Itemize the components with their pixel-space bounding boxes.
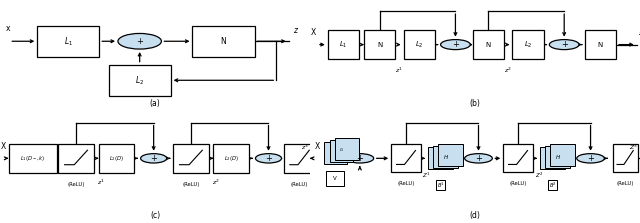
Text: (a): (a) [150, 99, 161, 108]
Bar [512, 30, 543, 59]
Text: N: N [486, 42, 491, 47]
Text: (b): (b) [470, 99, 481, 108]
Text: $z^3$: $z^3$ [301, 142, 309, 152]
Text: $L_2$: $L_2$ [135, 74, 144, 87]
Text: $Z^3$: $Z^3$ [629, 142, 638, 152]
Text: z: z [293, 26, 297, 35]
Bar [173, 144, 209, 173]
Text: x: x [6, 25, 10, 33]
Bar [8, 144, 57, 173]
Text: $z^1$: $z^1$ [97, 177, 105, 187]
Text: +: + [452, 40, 459, 49]
Text: $L_2$: $L_2$ [524, 39, 532, 50]
Bar [473, 30, 504, 59]
Text: (ReLU): (ReLU) [509, 181, 527, 186]
Text: $H$: $H$ [442, 153, 449, 161]
Bar [109, 65, 171, 96]
Bar [403, 30, 435, 59]
Bar [213, 144, 249, 173]
Text: $L_2(D)$: $L_2(D)$ [109, 154, 124, 163]
Text: $z^2$: $z^2$ [212, 177, 220, 187]
Text: +: + [475, 154, 482, 163]
Text: $L_1$: $L_1$ [339, 39, 348, 50]
Text: +: + [265, 154, 272, 163]
Text: X: X [1, 142, 6, 151]
Text: $^G$: $^G$ [339, 148, 344, 153]
Text: +: + [150, 154, 157, 163]
Bar [335, 138, 358, 160]
Text: (ReLU): (ReLU) [616, 181, 634, 186]
Bar [545, 145, 570, 168]
Text: +: + [561, 40, 568, 49]
Text: +: + [136, 37, 143, 46]
Bar [391, 145, 421, 172]
Circle shape [346, 154, 374, 163]
Text: V: V [333, 176, 337, 181]
Text: $B^1$: $B^1$ [436, 181, 445, 190]
Text: (c): (c) [150, 211, 160, 220]
Circle shape [465, 154, 492, 163]
Bar [193, 26, 255, 57]
Circle shape [255, 154, 282, 163]
Text: $H$: $H$ [555, 153, 561, 161]
Bar [585, 30, 616, 59]
Text: $L_2$: $L_2$ [415, 39, 424, 50]
Bar [364, 30, 396, 59]
Text: $L_1$: $L_1$ [64, 35, 73, 47]
Bar [438, 144, 463, 166]
Bar [37, 26, 99, 57]
Bar [433, 145, 458, 168]
Text: N: N [221, 37, 227, 46]
Circle shape [549, 40, 579, 50]
Text: N: N [377, 42, 382, 47]
Bar [330, 140, 353, 162]
Text: $z^2$: $z^2$ [504, 66, 512, 75]
Text: $z^1$: $z^1$ [396, 66, 403, 75]
Text: (ReLU): (ReLU) [291, 182, 308, 187]
Bar [326, 171, 344, 186]
Text: +: + [587, 154, 594, 163]
Text: $L_2(D)$: $L_2(D)$ [224, 154, 239, 163]
Bar [612, 145, 638, 172]
Text: $Z^2$: $Z^2$ [534, 171, 543, 180]
Text: N: N [598, 42, 603, 47]
Bar [99, 144, 134, 173]
Circle shape [577, 154, 604, 163]
Text: (ReLU): (ReLU) [182, 182, 200, 187]
Bar [428, 147, 453, 169]
Text: (ReLU): (ReLU) [67, 182, 84, 187]
Circle shape [118, 33, 161, 49]
Text: $Z^1$: $Z^1$ [422, 171, 431, 180]
Text: (d): (d) [470, 211, 481, 220]
Bar [328, 30, 359, 59]
Text: +: + [356, 154, 364, 163]
Bar [503, 145, 533, 172]
Bar [58, 144, 94, 173]
Text: $B^2$: $B^2$ [548, 181, 557, 190]
Text: $L_1(D_-,k)$: $L_1(D_-,k)$ [20, 154, 45, 163]
Text: X: X [314, 142, 319, 151]
Text: $z^3$: $z^3$ [638, 29, 640, 38]
Bar [284, 144, 315, 173]
Bar [550, 144, 575, 166]
Text: X: X [311, 28, 316, 37]
Bar [540, 147, 565, 169]
Bar [324, 142, 347, 164]
Circle shape [141, 154, 166, 163]
Circle shape [440, 40, 470, 50]
Text: (ReLU): (ReLU) [397, 181, 415, 186]
